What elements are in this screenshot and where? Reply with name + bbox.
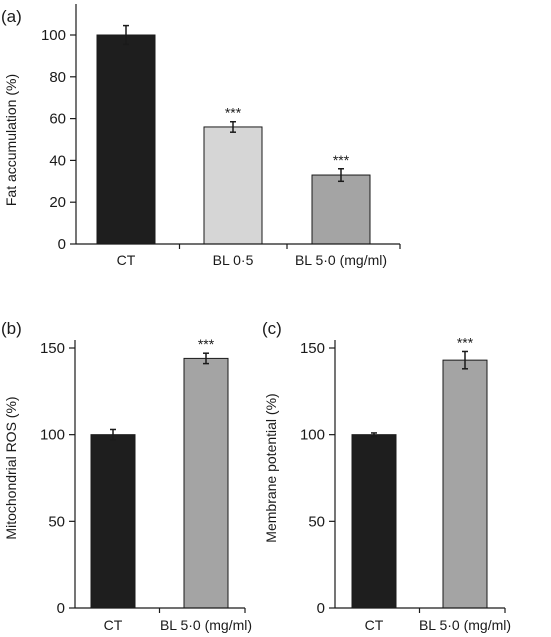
y-axis-label: Membrane potential (%) — [263, 393, 279, 542]
y-axis-label: Mitochondrial ROS (%) — [3, 396, 19, 539]
panel-label: (a) — [1, 7, 22, 26]
y-tick-label: 20 — [49, 194, 66, 211]
y-tick-label: 0 — [57, 600, 65, 617]
panel-label: (c) — [262, 319, 282, 338]
panel-a: (a) Fat accumulation (%) CT *** BL 0·5 *** BL … — [1, 4, 401, 268]
panel-b: (b) Mitochondrial ROS (%) CT *** BL 5·0 (mg/… — [1, 319, 252, 633]
y-tick-label: 150 — [40, 340, 65, 357]
y-tick-label: 100 — [41, 27, 66, 44]
bar — [442, 359, 488, 609]
y-tick-label: 60 — [49, 111, 66, 128]
y-tick-label: 100 — [40, 427, 65, 444]
y-tick-label: 50 — [308, 513, 325, 530]
y-tick-label: 40 — [49, 152, 66, 169]
significance-mark: *** — [457, 334, 474, 350]
category-label: CT — [117, 252, 136, 268]
bar — [96, 34, 156, 245]
category-label: BL 5·0 (mg/ml) — [295, 252, 387, 268]
panel-c: (c) Membrane potential (%) CT *** BL 5·0 (mg… — [262, 319, 511, 633]
bar — [351, 434, 397, 609]
category-label: CT — [365, 617, 384, 633]
category-label: BL 5·0 (mg/ml) — [160, 617, 252, 633]
significance-mark: *** — [225, 105, 242, 121]
y-tick-label: 50 — [48, 513, 65, 530]
bar — [203, 126, 263, 245]
y-tick-label: 150 — [300, 340, 325, 357]
bar — [90, 434, 136, 609]
y-tick-label: 100 — [300, 427, 325, 444]
significance-mark: *** — [333, 152, 350, 168]
significance-mark: *** — [198, 336, 215, 352]
y-tick-label: 80 — [49, 69, 66, 86]
category-label: CT — [104, 617, 123, 633]
y-axis-label: Fat accumulation (%) — [3, 74, 19, 206]
y-tick-label: 0 — [317, 600, 325, 617]
category-label: BL 5·0 (mg/ml) — [419, 617, 511, 633]
category-label: BL 0·5 — [213, 252, 254, 268]
bar — [183, 357, 229, 609]
y-tick-label: 0 — [58, 236, 66, 253]
bar — [311, 174, 371, 245]
panel-label: (b) — [1, 319, 22, 338]
